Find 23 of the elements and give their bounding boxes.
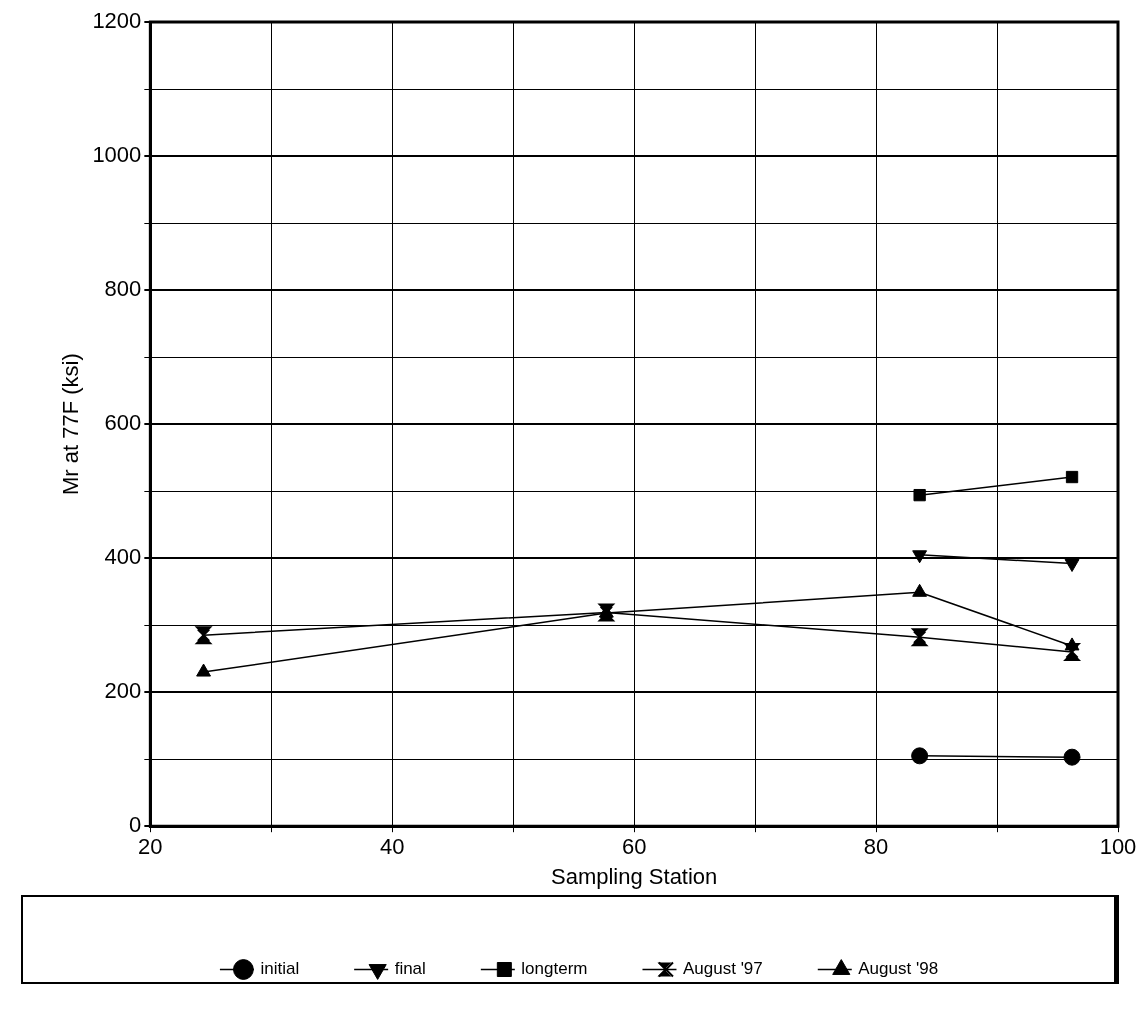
- y-tick-label: 400: [104, 544, 142, 570]
- point: [911, 747, 929, 765]
- legend-label: August '97: [682, 959, 763, 979]
- point: [912, 583, 928, 597]
- legend-label: longterm: [521, 959, 588, 979]
- x-axis-title: Sampling Station: [551, 863, 718, 889]
- y-tick-label: 200: [104, 678, 142, 704]
- y-tick-label: 1000: [92, 142, 142, 168]
- y-tick-label: 800: [104, 276, 142, 302]
- y-tick-label: 1200: [92, 8, 142, 34]
- legend-label: final: [394, 959, 426, 979]
- point: [1063, 748, 1081, 766]
- y-axis-title: Mr at 77F (ksi): [58, 353, 84, 495]
- legend-label: initial: [260, 959, 300, 979]
- point: [196, 663, 211, 677]
- point: [913, 488, 926, 502]
- y-tick-label: 600: [104, 410, 142, 436]
- point: [1065, 470, 1079, 484]
- x-tick-label: 60: [621, 834, 647, 860]
- legend-label: August '98: [858, 959, 939, 979]
- x-tick-label: 80: [863, 834, 889, 860]
- x-tick-label: 100: [1099, 834, 1137, 860]
- x-tick-label: 40: [380, 834, 405, 860]
